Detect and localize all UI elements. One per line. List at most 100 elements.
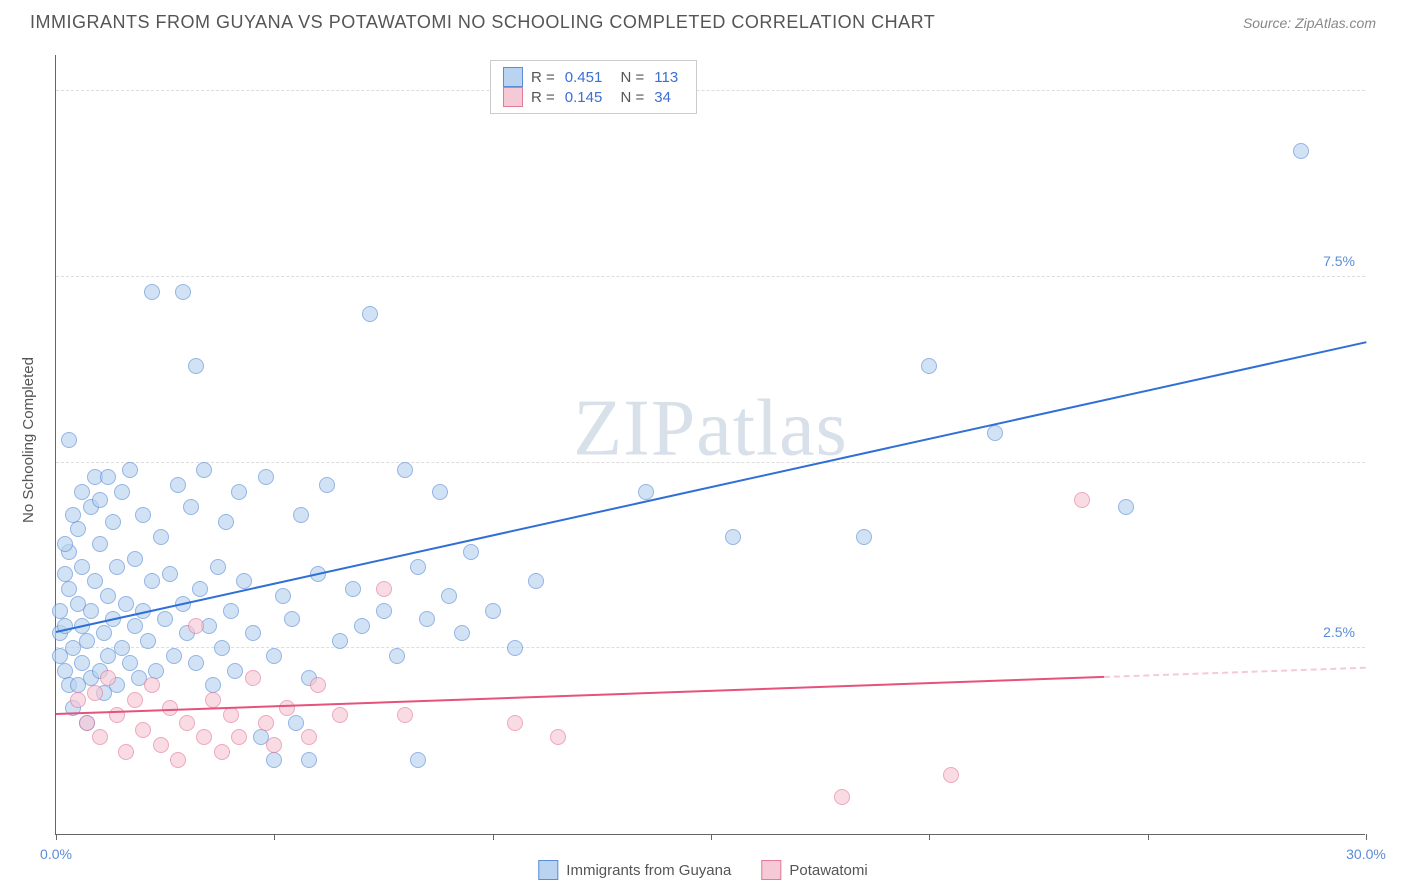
data-point <box>376 603 392 619</box>
stat-r-value: 0.145 <box>565 89 603 106</box>
stat-n-label: N = <box>616 69 644 86</box>
data-point <box>188 618 204 634</box>
data-point <box>61 432 77 448</box>
data-point <box>135 507 151 523</box>
y-axis-label: No Schooling Completed <box>20 357 37 523</box>
data-point <box>109 707 125 723</box>
data-point <box>288 715 304 731</box>
data-point <box>170 752 186 768</box>
data-point <box>245 670 261 686</box>
data-point <box>170 477 186 493</box>
data-point <box>432 484 448 500</box>
stat-n-value: 34 <box>654 89 671 106</box>
data-point <box>638 484 654 500</box>
data-point <box>223 707 239 723</box>
data-point <box>144 573 160 589</box>
data-point <box>528 573 544 589</box>
data-point <box>135 722 151 738</box>
gridline <box>56 276 1365 277</box>
data-point <box>258 469 274 485</box>
data-point <box>196 462 212 478</box>
data-point <box>550 729 566 745</box>
data-point <box>410 752 426 768</box>
data-point <box>100 670 116 686</box>
legend-label-potawatomi: Potawatomi <box>789 862 867 879</box>
x-tick <box>493 834 494 840</box>
data-point <box>157 611 173 627</box>
data-point <box>227 663 243 679</box>
data-point <box>245 625 261 641</box>
data-point <box>127 618 143 634</box>
data-point <box>354 618 370 634</box>
data-point <box>118 744 134 760</box>
data-point <box>79 633 95 649</box>
data-point <box>454 625 470 641</box>
data-point <box>153 737 169 753</box>
data-point <box>389 648 405 664</box>
data-point <box>921 358 937 374</box>
data-point <box>441 588 457 604</box>
data-point <box>397 462 413 478</box>
data-point <box>301 729 317 745</box>
data-point <box>310 677 326 693</box>
series-legend: Immigrants from Guyana Potawatomi <box>538 860 867 880</box>
data-point <box>419 611 435 627</box>
data-point <box>266 752 282 768</box>
watermark-part1: ZIP <box>573 384 696 472</box>
y-tick-label: 2.5% <box>1323 624 1355 640</box>
data-point <box>114 484 130 500</box>
legend-item-guyana: Immigrants from Guyana <box>538 860 731 880</box>
data-point <box>79 715 95 731</box>
x-tick <box>711 834 712 840</box>
data-point <box>100 469 116 485</box>
data-point <box>1293 143 1309 159</box>
data-point <box>122 655 138 671</box>
data-point <box>943 767 959 783</box>
data-point <box>127 551 143 567</box>
data-point <box>275 588 291 604</box>
data-point <box>109 559 125 575</box>
x-tick <box>1366 834 1367 840</box>
data-point <box>192 581 208 597</box>
data-point <box>507 715 523 731</box>
data-point <box>92 536 108 552</box>
data-point <box>87 685 103 701</box>
data-point <box>144 284 160 300</box>
data-point <box>345 581 361 597</box>
data-point <box>1074 492 1090 508</box>
data-point <box>507 640 523 656</box>
trend-line <box>56 342 1366 634</box>
data-point <box>144 677 160 693</box>
stat-r-label: R = <box>531 89 555 106</box>
data-point <box>362 306 378 322</box>
data-point <box>166 648 182 664</box>
data-point <box>231 484 247 500</box>
data-point <box>114 640 130 656</box>
scatter-chart: ZIPatlas 2.5%7.5%0.0%30.0% <box>55 55 1365 835</box>
data-point <box>188 655 204 671</box>
data-point <box>92 729 108 745</box>
data-point <box>410 559 426 575</box>
data-point <box>210 559 226 575</box>
data-point <box>856 529 872 545</box>
legend-label-guyana: Immigrants from Guyana <box>566 862 731 879</box>
x-tick <box>56 834 57 840</box>
data-point <box>293 507 309 523</box>
x-tick-label: 30.0% <box>1346 846 1386 862</box>
trend-line-extension <box>1104 667 1366 678</box>
data-point <box>196 729 212 745</box>
chart-header: IMMIGRANTS FROM GUYANA VS POTAWATOMI NO … <box>0 0 1406 41</box>
data-point <box>188 358 204 374</box>
source-link[interactable]: ZipAtlas.com <box>1295 15 1376 31</box>
x-tick-label: 0.0% <box>40 846 72 862</box>
stat-n-value: 113 <box>654 69 678 86</box>
data-point <box>301 752 317 768</box>
legend-swatch <box>503 67 523 87</box>
data-point <box>92 492 108 508</box>
data-point <box>70 692 86 708</box>
source-prefix: Source: <box>1243 15 1295 31</box>
data-point <box>96 625 112 641</box>
x-tick <box>1148 834 1149 840</box>
data-point <box>127 692 143 708</box>
data-point <box>218 514 234 530</box>
